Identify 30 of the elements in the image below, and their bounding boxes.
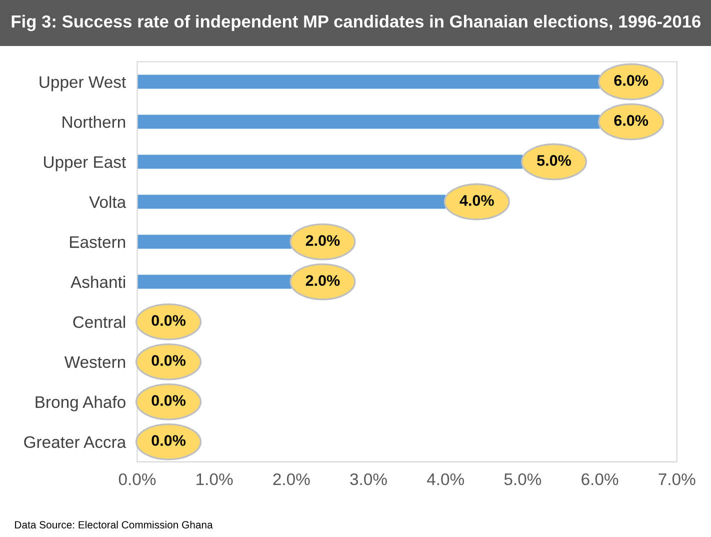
x-tick-label: 0.0% xyxy=(118,473,156,486)
data-label: 0.0% xyxy=(152,315,186,326)
y-tick-label: Eastern xyxy=(70,236,126,248)
x-tick-label: 4.0% xyxy=(426,473,464,486)
y-tick-label: Northern xyxy=(62,116,126,128)
y-tick-label: Upper East xyxy=(44,156,126,172)
data-label: 6.0% xyxy=(614,115,648,126)
x-tick-label: 6.0% xyxy=(582,473,618,486)
x-tick-label: 1.0% xyxy=(196,473,233,486)
y-tick-label: Ashanti xyxy=(70,276,125,288)
y-tick-label: Upper West xyxy=(40,76,126,92)
y-tick-label: Volta xyxy=(89,196,126,208)
x-tick-label: 2.0% xyxy=(273,473,310,486)
data-label: 0.0% xyxy=(152,355,186,366)
data-label: 0.0% xyxy=(152,395,186,406)
x-tick-label: 3.0% xyxy=(350,473,387,486)
data-label: 2.0% xyxy=(306,235,340,246)
y-tick-label: Brong Ahafo xyxy=(36,396,126,412)
data-label: 4.0% xyxy=(460,195,494,206)
y-tick-label: Greater Accra xyxy=(24,436,126,448)
x-tick-label: 5.0% xyxy=(504,473,542,486)
source-note: Data Source: Electoral Commission Ghana xyxy=(15,520,213,528)
data-label: 5.0% xyxy=(537,155,571,166)
data-label: 6.0% xyxy=(614,75,648,86)
y-tick-label: Western xyxy=(64,356,126,368)
data-label: 2.0% xyxy=(306,275,340,286)
y-tick-label: Central xyxy=(73,316,125,328)
data-label: 0.0% xyxy=(152,435,186,446)
chart-title: Fig 3: Success rate of independent MP candidates in Ghanaian elections, 1996-2016 xyxy=(12,14,701,32)
x-tick-label: 7.0% xyxy=(658,473,696,486)
